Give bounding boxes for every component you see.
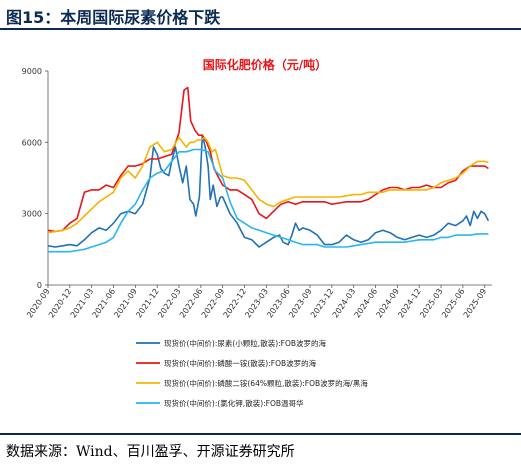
legend-label-2: 现货价(中间价):磷酸一铵(散装):FOB波罗的海 <box>164 358 317 368</box>
figure-title: 图15：本周国际尿素价格下跌 <box>6 8 221 27</box>
y-tick-label: 3000 <box>22 210 42 219</box>
chart-legend: 现货价(中间价):尿素(小颗粒,散装):FOB波罗的海现货价(中间价):磷酸一铵… <box>136 338 368 408</box>
series-line-2 <box>47 86 489 233</box>
legend-label-4: 现货价(中间价):(氯化钾,散装):FOB温哥华 <box>164 398 304 408</box>
series-line-1 <box>47 134 490 248</box>
top-rule <box>0 28 521 30</box>
y-tick-label: 0 <box>37 281 42 290</box>
legend-label-1: 现货价(中间价):尿素(小颗粒,散装):FOB波罗的海 <box>164 338 327 348</box>
source-note: 数据来源：Wind、百川盈孚、开源证券研究所 <box>6 444 295 460</box>
chart-axes: 03000600090002020-092020-122021-032021-0… <box>22 67 492 320</box>
y-tick-label: 6000 <box>22 138 42 147</box>
bottom-rule <box>0 433 521 435</box>
legend-label-3: 现货价(中间价):磷酸二铵(64%颗粒,散装):FOB波罗的海/黑海 <box>164 378 368 388</box>
series-line-4 <box>48 148 489 253</box>
series-line-3 <box>47 136 489 234</box>
chart-series <box>47 86 490 253</box>
y-tick-label: 9000 <box>22 67 42 76</box>
line-chart: 国际化肥价格（元/吨） 03000600090002020-092020-122… <box>22 57 492 408</box>
chart-title: 国际化肥价格（元/吨） <box>203 57 327 72</box>
